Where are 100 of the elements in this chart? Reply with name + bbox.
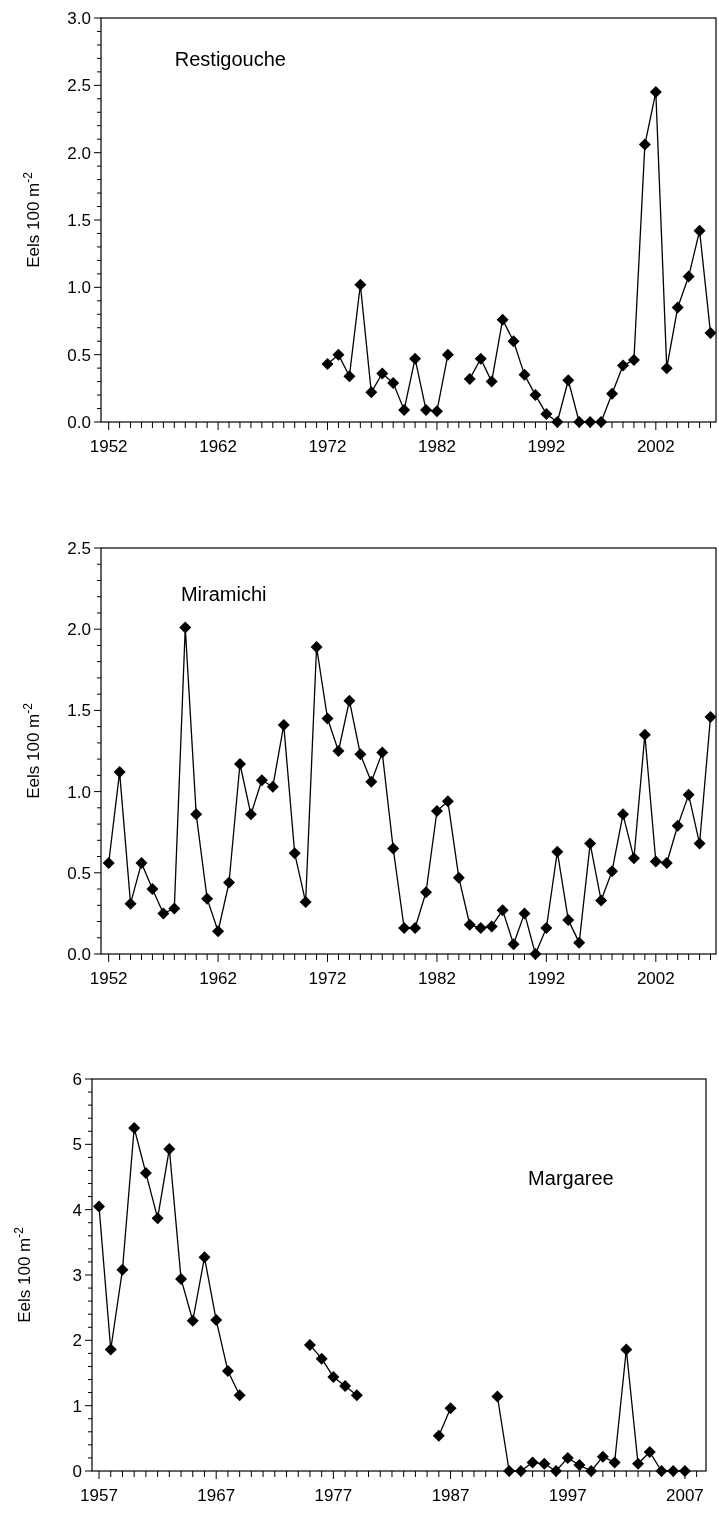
- point: [430, 805, 443, 818]
- point: [452, 871, 465, 884]
- x-tick-label: 1987: [431, 1486, 470, 1505]
- y-tick-label: 5: [72, 1135, 82, 1155]
- point: [151, 1212, 164, 1225]
- point: [233, 757, 246, 770]
- point: [332, 348, 345, 361]
- point: [507, 335, 520, 348]
- y-tick-label: 0.5: [67, 863, 91, 883]
- y-tick-label: 1: [72, 1396, 82, 1416]
- point: [339, 1380, 352, 1393]
- point: [179, 621, 192, 634]
- point: [573, 936, 586, 949]
- y-tick-label: 3.0: [67, 8, 91, 28]
- point: [463, 918, 476, 931]
- point: [616, 359, 629, 372]
- point: [343, 370, 356, 383]
- point: [627, 852, 640, 865]
- point: [332, 745, 345, 757]
- point: [632, 1457, 645, 1470]
- point: [186, 1314, 199, 1327]
- point: [168, 902, 181, 915]
- point: [491, 1390, 504, 1403]
- point: [146, 883, 159, 896]
- point: [139, 1167, 152, 1180]
- y-tick-label: 2.5: [67, 76, 91, 96]
- point: [660, 362, 673, 375]
- point: [409, 922, 422, 935]
- point: [409, 352, 422, 365]
- point: [365, 775, 378, 788]
- point: [485, 920, 498, 933]
- point: [212, 925, 225, 938]
- point: [643, 1446, 656, 1459]
- y-tick-label: 0.0: [67, 412, 91, 432]
- point: [221, 1365, 234, 1378]
- point: [463, 372, 476, 385]
- point: [321, 712, 334, 725]
- x-tick-label: 2007: [665, 1486, 704, 1505]
- point: [682, 788, 695, 801]
- point: [550, 1465, 563, 1477]
- point: [398, 922, 411, 935]
- point: [562, 913, 575, 926]
- point: [93, 1200, 106, 1213]
- x-tick-label: 1957: [80, 1486, 118, 1505]
- x-tick-label: 1952: [89, 437, 128, 456]
- point: [620, 1343, 633, 1356]
- point: [190, 808, 203, 821]
- point: [606, 387, 619, 400]
- point: [175, 1272, 188, 1285]
- point: [244, 808, 257, 821]
- point: [507, 938, 520, 951]
- point: [616, 808, 629, 821]
- point: [573, 1459, 586, 1472]
- y-tick-label: 6: [72, 1069, 82, 1089]
- point: [116, 1263, 129, 1276]
- point: [233, 1389, 246, 1402]
- point: [266, 780, 279, 793]
- point: [573, 416, 586, 428]
- point: [551, 416, 564, 428]
- y-tick-label: 1.5: [67, 210, 91, 230]
- point: [315, 1352, 328, 1365]
- point: [343, 694, 356, 707]
- point: [704, 710, 717, 723]
- text: Restigouche: [174, 48, 286, 71]
- x-tick-label: 1982: [418, 437, 456, 456]
- point: [376, 746, 389, 759]
- point: [595, 416, 608, 428]
- point: [223, 876, 236, 889]
- point: [562, 374, 575, 387]
- y-tick-label: 2: [72, 1331, 82, 1351]
- point: [398, 403, 411, 416]
- point: [102, 857, 115, 870]
- point: [365, 386, 378, 399]
- point: [354, 278, 367, 291]
- point: [113, 766, 126, 779]
- point: [303, 1338, 316, 1351]
- point: [444, 1402, 457, 1415]
- point: [299, 896, 312, 909]
- x-tick-label: 1962: [199, 969, 237, 988]
- point: [585, 1465, 598, 1477]
- point: [430, 405, 443, 418]
- point: [432, 1429, 445, 1442]
- x-tick-label: 2002: [636, 969, 675, 988]
- x-tick-label: 1997: [548, 1486, 587, 1505]
- y-tick-label: 3: [72, 1265, 82, 1285]
- point: [135, 857, 148, 870]
- point: [310, 641, 323, 654]
- point: [321, 358, 334, 371]
- point: [201, 892, 214, 905]
- point: [277, 719, 290, 732]
- x-tick-label: 1967: [197, 1486, 236, 1505]
- y-tick-label: 1.5: [67, 701, 91, 721]
- point: [327, 1370, 340, 1383]
- point: [638, 728, 651, 741]
- point: [608, 1456, 621, 1469]
- point: [671, 819, 684, 832]
- y-tick-label: 4: [72, 1200, 82, 1220]
- point: [596, 1450, 609, 1463]
- point: [649, 86, 662, 99]
- point: [627, 354, 640, 367]
